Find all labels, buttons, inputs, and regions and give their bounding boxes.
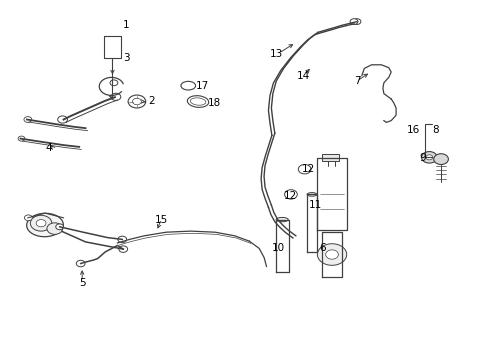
Text: 11: 11 xyxy=(308,200,322,210)
Circle shape xyxy=(119,246,127,252)
Text: 6: 6 xyxy=(319,243,325,253)
Text: 7: 7 xyxy=(353,76,360,86)
Circle shape xyxy=(58,116,67,123)
Text: 18: 18 xyxy=(207,98,221,108)
Circle shape xyxy=(298,165,310,174)
Ellipse shape xyxy=(181,81,195,90)
Circle shape xyxy=(36,220,46,227)
Circle shape xyxy=(56,224,63,230)
Text: 17: 17 xyxy=(196,81,209,91)
Circle shape xyxy=(24,215,32,221)
Text: 16: 16 xyxy=(406,125,419,135)
Text: 15: 15 xyxy=(154,215,168,225)
Text: 8: 8 xyxy=(431,125,438,135)
Circle shape xyxy=(352,19,360,24)
Circle shape xyxy=(111,93,121,100)
Text: 9: 9 xyxy=(419,153,426,163)
Text: 1: 1 xyxy=(122,20,129,30)
Circle shape xyxy=(30,215,52,231)
Ellipse shape xyxy=(190,98,205,105)
Circle shape xyxy=(433,154,447,165)
Ellipse shape xyxy=(306,193,316,196)
Text: 13: 13 xyxy=(269,49,283,59)
Circle shape xyxy=(118,236,126,243)
Ellipse shape xyxy=(275,217,288,222)
Ellipse shape xyxy=(27,213,63,237)
Circle shape xyxy=(425,155,432,160)
Circle shape xyxy=(18,136,25,141)
Text: 12: 12 xyxy=(283,191,296,201)
Text: 2: 2 xyxy=(148,96,155,106)
Circle shape xyxy=(317,244,346,265)
Circle shape xyxy=(47,223,62,234)
Text: 10: 10 xyxy=(272,243,285,253)
Circle shape xyxy=(421,152,436,163)
Circle shape xyxy=(132,98,141,105)
Text: 4: 4 xyxy=(45,143,52,153)
Text: 3: 3 xyxy=(122,53,129,63)
Circle shape xyxy=(76,260,85,267)
Text: 5: 5 xyxy=(79,278,85,288)
Circle shape xyxy=(325,250,338,259)
Text: 12: 12 xyxy=(301,164,314,174)
Ellipse shape xyxy=(187,96,208,107)
Circle shape xyxy=(349,19,357,24)
Circle shape xyxy=(128,95,145,108)
Text: 14: 14 xyxy=(296,71,309,81)
Circle shape xyxy=(284,190,297,199)
Circle shape xyxy=(110,80,118,86)
Circle shape xyxy=(24,117,32,122)
Bar xyxy=(321,154,339,161)
